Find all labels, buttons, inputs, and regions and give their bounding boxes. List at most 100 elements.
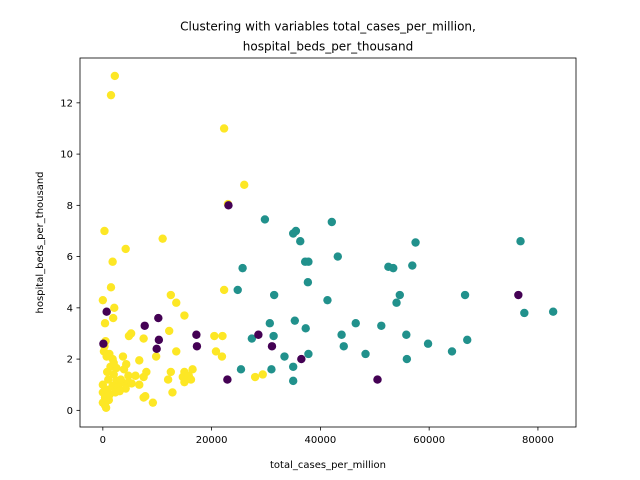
data-point	[188, 365, 197, 374]
data-point	[301, 324, 310, 333]
data-point	[395, 290, 404, 300]
data-point	[164, 326, 174, 336]
data-point	[158, 234, 167, 243]
data-point	[224, 201, 233, 210]
x-tick-label: 20000	[196, 435, 228, 446]
x-tick-label: 0	[100, 435, 106, 446]
data-point	[288, 229, 298, 238]
data-point	[297, 354, 306, 364]
data-point	[139, 393, 148, 402]
data-point	[265, 319, 275, 328]
data-point	[106, 283, 116, 292]
data-point	[411, 238, 420, 247]
data-point	[124, 371, 133, 380]
data-point	[135, 356, 144, 365]
data-point	[233, 285, 242, 295]
data-point	[327, 217, 337, 227]
data-point	[110, 71, 120, 81]
data-point	[163, 375, 173, 384]
data-point	[217, 352, 227, 361]
data-point	[166, 290, 176, 300]
data-point	[269, 331, 278, 341]
data-point	[258, 370, 267, 379]
data-point	[118, 352, 128, 361]
data-point	[152, 344, 161, 354]
data-point	[423, 339, 433, 348]
data-point	[447, 347, 457, 356]
data-point	[139, 334, 148, 343]
data-point	[192, 342, 202, 351]
data-point	[110, 303, 119, 313]
data-point	[102, 307, 111, 316]
data-point	[254, 330, 263, 339]
data-point	[180, 311, 189, 320]
data-point	[304, 349, 313, 359]
data-point	[105, 390, 114, 400]
data-point	[135, 380, 144, 389]
data-point	[247, 334, 257, 343]
data-point	[520, 308, 529, 318]
data-point	[514, 290, 523, 300]
y-tick-label: 6	[67, 252, 73, 263]
data-point	[236, 365, 246, 374]
data-point	[192, 330, 201, 339]
x-tick-label: 60000	[413, 435, 445, 446]
data-point	[210, 331, 219, 341]
x-tick-label: 80000	[522, 435, 554, 446]
x-axis-label: total_cases_per_million	[270, 460, 386, 471]
y-tick-label: 2	[67, 355, 73, 366]
data-point	[211, 347, 221, 356]
data-point	[115, 386, 124, 396]
data-point	[109, 370, 118, 379]
data-point	[106, 90, 116, 100]
y-tick-label: 8	[67, 201, 73, 212]
data-point	[140, 321, 149, 330]
data-point	[127, 379, 136, 388]
data-point	[267, 342, 277, 351]
data-point	[402, 354, 412, 364]
data-point	[389, 263, 398, 273]
data-point	[290, 316, 300, 325]
data-point	[219, 124, 229, 133]
data-point	[102, 367, 112, 377]
data-point	[296, 237, 305, 246]
y-tick-label: 10	[60, 150, 73, 161]
data-point	[108, 257, 117, 266]
x-axis-ticks: 0 20000 40000 60000 80000	[100, 427, 554, 446]
data-point	[303, 278, 313, 287]
data-point	[104, 375, 113, 384]
data-point	[172, 347, 181, 356]
data-point	[154, 313, 163, 323]
data-point	[98, 295, 108, 305]
data-point	[186, 375, 196, 384]
data-point	[148, 398, 158, 407]
data-point	[100, 226, 109, 236]
data-point	[168, 388, 177, 397]
data-point	[460, 290, 470, 300]
data-point	[333, 252, 342, 261]
data-point	[548, 307, 558, 316]
data-point	[119, 365, 129, 374]
data-point	[337, 330, 346, 339]
data-point	[219, 285, 229, 295]
y-tick-label: 0	[67, 406, 73, 417]
data-point	[323, 295, 332, 305]
x-tick-label: 40000	[304, 435, 336, 446]
data-point	[377, 321, 386, 330]
data-point	[223, 375, 232, 384]
data-point	[124, 331, 134, 341]
data-point	[99, 339, 108, 348]
data-point	[392, 298, 401, 307]
data-point	[116, 375, 125, 384]
data-point	[121, 244, 130, 254]
data-point	[172, 298, 181, 307]
data-point	[260, 215, 270, 224]
scatter-points	[98, 71, 558, 412]
y-axis-ticks: 0 2 4 6 8 10 12	[60, 98, 80, 417]
chart-title-line-2: hospital_beds_per_thousand	[243, 40, 413, 54]
data-point	[361, 349, 370, 359]
y-tick-label: 12	[60, 98, 73, 109]
data-point	[463, 335, 472, 345]
data-point	[280, 352, 289, 361]
